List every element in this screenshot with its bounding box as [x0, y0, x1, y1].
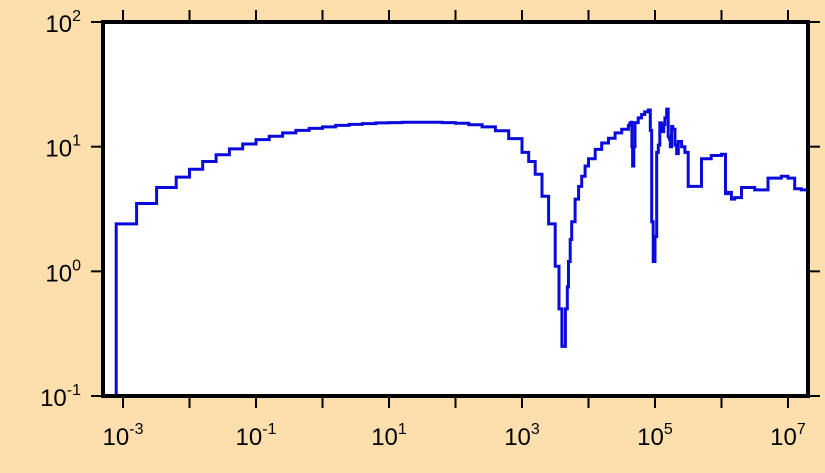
x-tick-label: 10-3 [103, 421, 144, 451]
y-tick-label: 10-1 [40, 382, 81, 412]
x-tick-label: 107 [770, 421, 806, 451]
plot-frame [101, 20, 810, 398]
y-tick-label: 102 [45, 8, 81, 38]
y-tick-label: 101 [45, 133, 81, 163]
y-tick-label: 100 [45, 257, 81, 287]
x-tick-label: 105 [637, 421, 673, 451]
series-line [114, 107, 808, 396]
tick-labels: 10-3 10-1 101 103 105 107 10-1 100 101 102 [40, 8, 806, 451]
plot-area [103, 22, 808, 396]
x-tick-label: 103 [504, 421, 540, 451]
x-tick-label: 10-1 [236, 421, 277, 451]
x-tick-label: 101 [371, 421, 407, 451]
